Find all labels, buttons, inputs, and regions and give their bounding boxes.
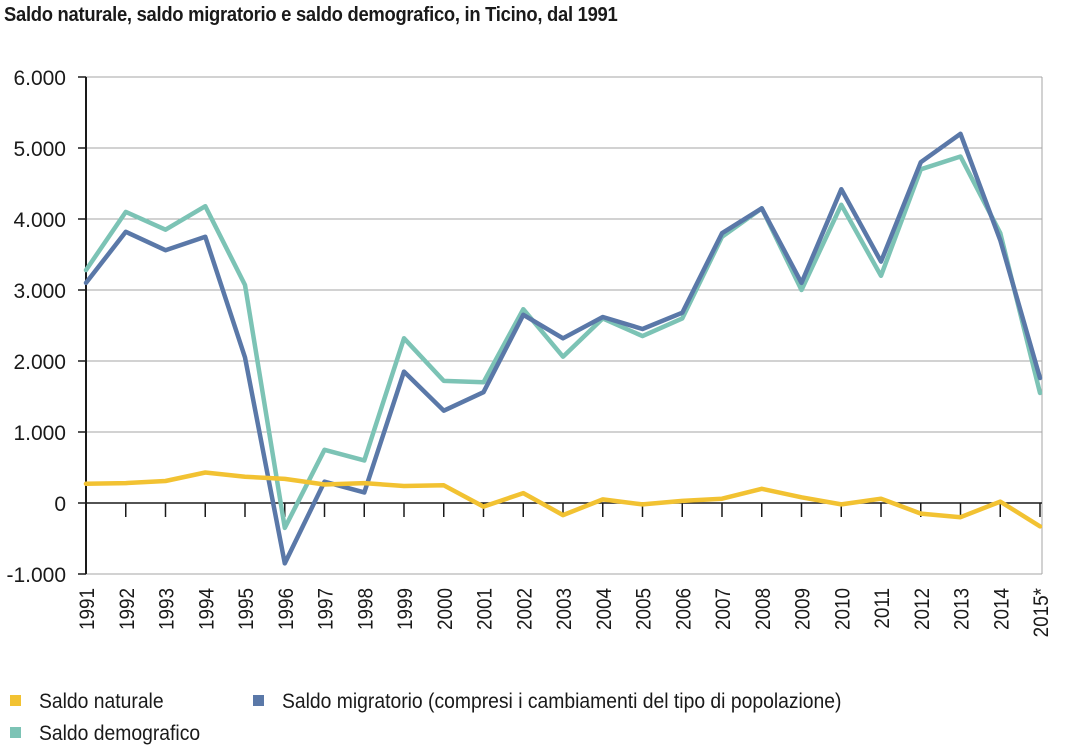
series-line-naturale <box>83 470 1043 529</box>
y-tick-label: -1.000 <box>6 564 66 587</box>
legend-label-naturale: Saldo naturale <box>39 690 164 713</box>
x-tick-label: 2002 <box>513 588 536 630</box>
legend-label-demografico: Saldo demografico <box>39 722 201 745</box>
x-tick-label: 2004 <box>593 588 616 630</box>
series-line-migratorio <box>83 131 1043 566</box>
x-tick-label: 2001 <box>474 588 497 630</box>
x-tick-label: 2006 <box>672 588 695 630</box>
legend-item-naturale: Saldo naturale <box>10 690 174 714</box>
legend-item-migratorio: Saldo migratorio (compresi i cambiamenti… <box>253 690 890 714</box>
x-tick-label: 2011 <box>871 588 894 629</box>
y-tick-label: 3.000 <box>13 280 66 303</box>
x-tick-label: 1992 <box>116 588 139 630</box>
x-tick-label: 1998 <box>354 588 377 630</box>
x-tick-label: 1994 <box>195 588 218 630</box>
x-tick-label: 2010 <box>831 588 854 630</box>
series-line-demografico <box>83 154 1043 531</box>
x-tick-label: 1991 <box>76 588 99 630</box>
y-tick-label: 6.000 <box>13 67 66 90</box>
x-tick-label: 2008 <box>752 588 775 630</box>
x-tick-label: 2009 <box>792 588 815 630</box>
x-tick-label: 1996 <box>275 588 298 630</box>
x-tick-label: 2000 <box>434 588 457 630</box>
x-tick-label: 2013 <box>951 588 974 630</box>
axis-layer <box>78 76 1042 575</box>
y-tick-label: 0 <box>54 493 66 516</box>
legend-swatch-naturale <box>10 694 21 706</box>
x-tick-label: 2003 <box>553 588 576 630</box>
y-tick-label: 2.000 <box>13 351 66 374</box>
x-tick-label: 1993 <box>156 588 179 630</box>
y-tick-label: 4.000 <box>13 209 66 232</box>
x-tick-label: 2015* <box>1030 588 1053 638</box>
legend-item-demografico: Saldo demografico <box>10 722 214 746</box>
legend-swatch-migratorio <box>253 694 264 706</box>
x-tick-label: 1997 <box>315 588 338 630</box>
x-tick-label: 2005 <box>633 588 656 630</box>
tick-label-layer: 6.000 5.000 4.000 3.000 2.000 1.000 0 -1.000 199… <box>6 67 1053 637</box>
legend-label-migratorio: Saldo migratorio (compresi i cambiamenti… <box>282 690 842 713</box>
chart-title: Saldo naturale, saldo migratorio e saldo… <box>4 4 618 26</box>
x-tick-label: 1995 <box>235 588 258 630</box>
x-tick-label: 2007 <box>712 588 735 630</box>
y-tick-label: 5.000 <box>13 138 66 161</box>
legend-swatch-demografico <box>10 726 21 738</box>
grid-layer <box>86 76 1043 575</box>
series-layer <box>83 131 1043 566</box>
x-tick-label: 2012 <box>911 588 934 630</box>
x-tick-label: 2014 <box>990 588 1013 630</box>
y-tick-label: 1.000 <box>13 422 66 445</box>
x-tick-label: 1999 <box>394 588 417 630</box>
